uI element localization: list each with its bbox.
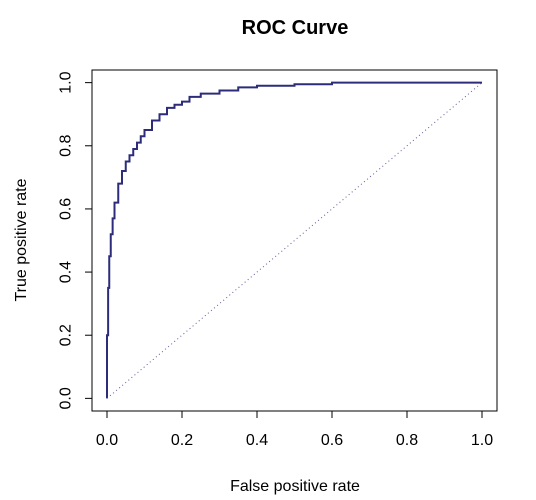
- diagonal-reference-line: [106, 82, 483, 399]
- x-tick-label: 0.8: [396, 432, 418, 449]
- x-tick-label: 0.0: [96, 432, 118, 449]
- y-tick-label: 0.0: [58, 387, 75, 409]
- series-layer: [106, 81, 483, 399]
- x-axis: 0.0 0.2 0.4 0.6 0.8 1.0: [96, 410, 493, 449]
- x-tick-label: 0.4: [246, 432, 268, 449]
- y-tick-label: 0.2: [58, 324, 75, 346]
- chart-title: ROC Curve: [242, 17, 349, 39]
- y-axis: 0.0 0.2 0.4 0.6 0.8 1.0: [58, 71, 93, 409]
- x-axis-label: False positive rate: [230, 478, 360, 495]
- y-tick-label: 0.6: [58, 198, 75, 220]
- roc-curve-line: [106, 81, 482, 399]
- x-tick-label: 1.0: [471, 432, 493, 449]
- x-tick-label: 0.2: [171, 432, 193, 449]
- y-tick-label: 0.4: [58, 261, 75, 283]
- y-tick-label: 1.0: [58, 71, 75, 93]
- x-tick-label: 0.6: [321, 432, 343, 449]
- y-axis-label: True positive rate: [13, 178, 30, 301]
- y-tick-label: 0.8: [58, 135, 75, 157]
